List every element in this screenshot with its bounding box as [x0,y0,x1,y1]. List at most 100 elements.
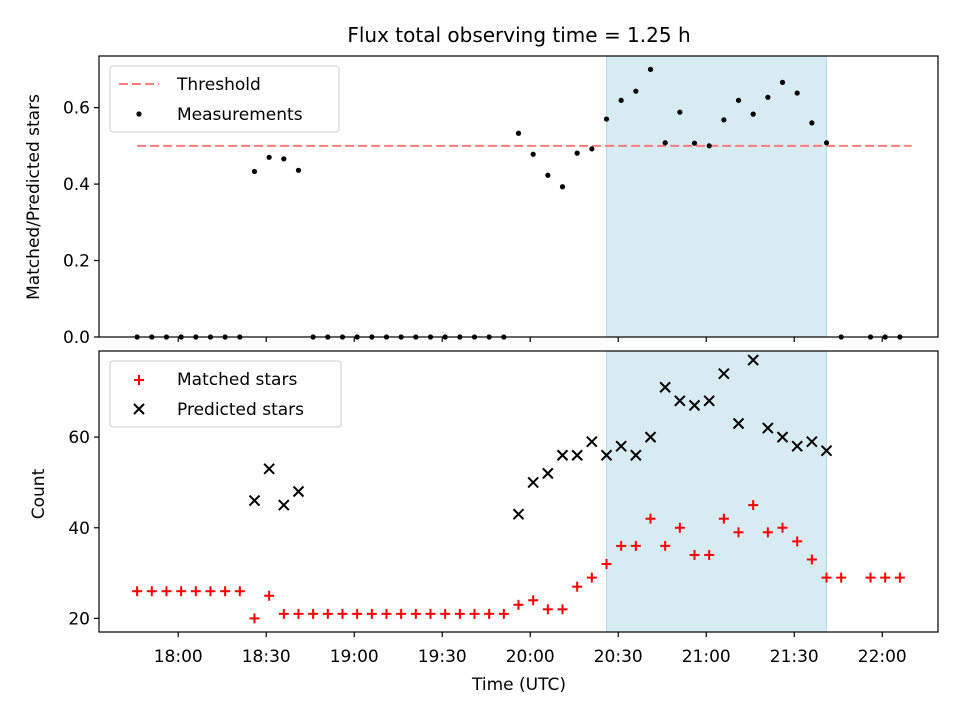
measurement-point [823,140,830,146]
measurement-point [750,111,756,117]
measurement-point [677,109,683,115]
top-y-tick-label: 0.0 [63,328,90,348]
predicted-star-point [600,449,613,461]
predicted-star-point [776,431,789,443]
measurement-point [251,168,258,175]
matched-star-point [777,522,788,533]
x-tick-label: 21:00 [682,647,731,667]
x-tick-label: 20:00 [506,647,555,667]
measurement-point [809,120,815,126]
predicted-star-point [527,476,539,489]
x-tick-label: 18:30 [242,647,291,667]
matched-star-point [381,608,392,619]
measurement-point [603,116,610,122]
bottom-plot-frame [98,350,939,633]
matched-star-point [308,608,319,619]
matched-star-point [293,608,304,619]
predicted-star-point [630,449,642,461]
top-y-tick-label: 0.6 [63,99,90,119]
legend-measurements-label: Measurements [177,105,303,125]
matched-star-point [352,608,363,619]
matched-star-point [674,522,685,533]
x-tick-label: 19:30 [418,647,467,667]
predicted-star-point [292,485,305,498]
matched-star-point [880,572,891,583]
measurement-point [545,172,551,178]
top-legend-box [109,65,340,133]
matched-star-point [792,536,803,547]
measurement-point [779,79,786,85]
predicted-star-point [571,449,583,461]
matched-star-point [586,572,597,583]
measurement-point [559,184,566,190]
matched-star-point [322,608,333,619]
bottom-x-axis: 18:00 18:30 19:00 19:30 20:00 20:30 21:00 21:30… [154,632,907,667]
predicted-star-point [674,395,686,407]
bottom-y-tick-label: 60 [68,428,90,448]
matched-star-point [278,608,289,619]
bottom-highlight-window [606,350,828,633]
predicted-star-point [586,435,598,448]
bottom-legend: Matched stars Predicted stars [109,360,342,428]
matched-star-point [425,608,436,619]
matched-star-point [572,581,583,592]
matched-star-point [821,572,832,583]
measurement-point [647,66,654,72]
matched-star-point [689,549,700,560]
measurement-point [794,90,800,96]
x-axis-label: Time (UTC) [471,675,566,695]
bottom-y-axis-label: Count [29,468,49,519]
x-tick-label: 20:30 [594,647,643,667]
predicted-star-point [644,431,657,443]
matched-star-point [498,608,509,619]
legend-matched-swatch [134,375,144,385]
matched-star-point [616,540,627,551]
matched-star-point [762,527,773,538]
matched-star-point [704,549,715,560]
measurement-point [618,97,624,103]
top-plot-frame [98,55,939,338]
matched-star-point [220,586,231,597]
matched-star-point [484,608,495,619]
legend-matched-label: Matched stars [177,370,297,390]
matched-star-point [366,608,377,619]
matched-star-point [440,608,451,619]
predicted-star-point [512,508,525,520]
measurement-point [721,117,727,123]
bottom-y-axis: 20 40 60 [68,428,99,629]
predicted-star-point [747,354,759,366]
matched-star-point [337,608,348,619]
matched-star-point [718,513,729,524]
legend-predicted-label: Predicted stars [177,400,304,420]
measurement-point [281,156,287,162]
x-tick-label: 18:00 [154,647,203,667]
matched-star-point [454,608,465,619]
predicted-star-point [248,494,261,507]
predicted-star-point [556,449,569,461]
predicted-star-point [820,445,833,457]
count-points [132,354,905,624]
matched-star-point [528,595,539,606]
top-y-tick-label: 0.2 [63,252,90,272]
predicted-star-point [806,435,818,448]
matched-star-point [557,604,568,615]
matched-star-point [836,572,847,583]
matched-star-point [469,608,480,619]
measurement-point [735,97,742,103]
matched-star-point [132,586,143,597]
legend-predicted-swatch [133,403,145,415]
matched-star-point [542,604,553,615]
predicted-star-point [615,440,627,452]
measurement-point [662,140,668,146]
measurement-point [295,167,302,173]
matched-star-point [645,513,656,524]
measurement-point [765,94,771,100]
matched-star-point [176,586,187,597]
measurement-point [574,150,580,156]
predicted-star-point [762,422,774,434]
predicted-star-point [791,440,803,452]
top-y-axis-label: Matched/Predicted stars [24,94,44,300]
matched-star-point [146,586,157,597]
predicted-star-point [542,467,554,480]
x-tick-label: 19:00 [330,647,379,667]
